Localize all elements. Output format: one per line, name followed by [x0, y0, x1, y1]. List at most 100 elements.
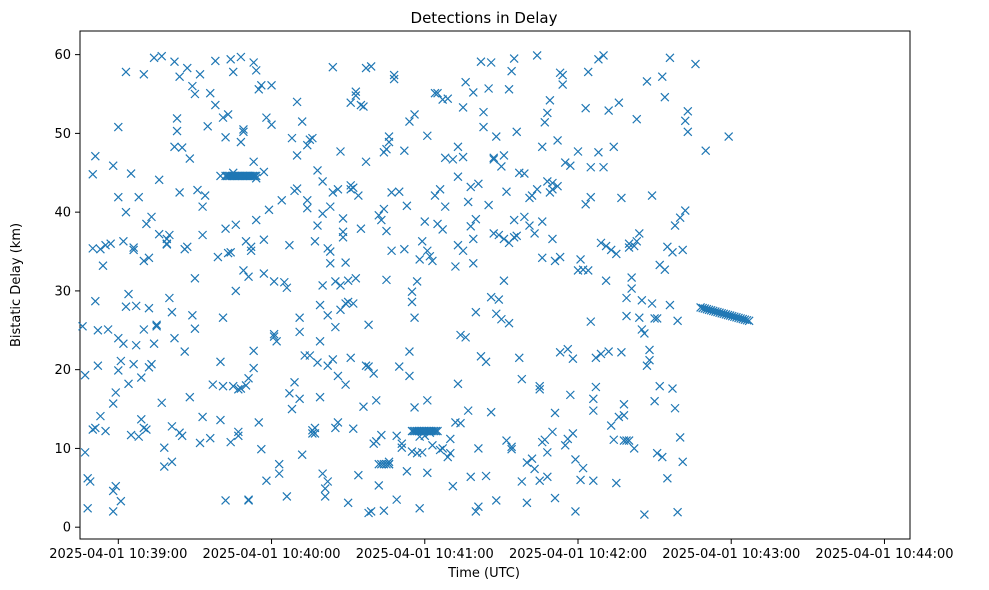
data-point — [351, 87, 361, 97]
data-point — [619, 410, 629, 420]
data-point — [239, 266, 248, 275]
data-point — [463, 197, 473, 207]
data-point — [673, 316, 683, 326]
data-point — [624, 239, 634, 249]
data-point — [461, 332, 471, 342]
data-point — [611, 249, 621, 259]
data-point — [330, 423, 340, 433]
x-tick-label: 2025-04-01 10:39:00 — [49, 547, 187, 562]
data-point — [484, 84, 494, 93]
data-point — [108, 399, 118, 408]
data-point — [545, 95, 555, 105]
data-point — [338, 232, 348, 242]
data-point — [670, 221, 680, 230]
data-point — [305, 351, 315, 360]
data-point — [218, 381, 228, 391]
data-point — [586, 162, 596, 172]
data-point — [323, 310, 333, 320]
data-point — [512, 231, 522, 241]
data-point — [249, 363, 259, 373]
data-point — [164, 293, 174, 303]
data-point — [116, 496, 126, 506]
data-point — [660, 265, 670, 275]
data-point — [295, 313, 305, 323]
data-point — [660, 92, 670, 102]
data-point — [542, 177, 552, 186]
data-point — [129, 359, 139, 369]
data-point — [650, 314, 660, 323]
data-point — [527, 191, 537, 201]
data-markers — [78, 50, 754, 520]
data-point — [159, 462, 169, 471]
data-point — [405, 371, 414, 381]
data-point — [571, 455, 580, 464]
data-point — [402, 201, 412, 211]
data-point — [489, 154, 499, 164]
data-point — [430, 191, 440, 201]
data-point — [83, 503, 93, 513]
data-point — [103, 325, 113, 334]
data-point — [532, 184, 542, 194]
data-point — [126, 169, 136, 178]
data-point — [292, 151, 302, 160]
data-point — [154, 229, 164, 239]
data-point — [90, 151, 100, 161]
data-point — [629, 444, 639, 453]
data-point — [468, 234, 478, 244]
data-point — [149, 53, 159, 63]
data-point — [239, 125, 248, 134]
data-point — [550, 256, 560, 266]
data-point — [348, 299, 358, 308]
data-point — [284, 240, 294, 250]
data-point — [121, 67, 131, 77]
data-point — [443, 452, 453, 462]
data-point — [502, 187, 511, 197]
data-point — [596, 349, 606, 359]
data-point — [509, 232, 519, 242]
data-point — [124, 379, 133, 389]
data-point — [428, 440, 437, 450]
data-point — [422, 131, 432, 141]
data-point — [591, 353, 601, 363]
plot-frame — [79, 30, 911, 540]
data-point — [542, 108, 552, 118]
data-point — [157, 51, 167, 61]
data-point — [425, 251, 435, 261]
data-point — [336, 147, 345, 156]
data-point — [177, 431, 187, 441]
data-point — [650, 396, 660, 406]
data-point — [139, 423, 149, 433]
data-point — [157, 398, 167, 408]
data-point — [129, 243, 139, 253]
data-point — [639, 510, 649, 520]
data-point — [205, 88, 215, 98]
data-point — [645, 355, 654, 365]
data-point — [701, 146, 711, 156]
data-point — [431, 426, 441, 436]
data-point — [430, 88, 440, 98]
data-point — [517, 477, 527, 486]
data-point — [542, 447, 552, 457]
data-point — [499, 234, 509, 244]
data-point — [489, 228, 499, 238]
data-point — [170, 57, 179, 67]
data-point — [519, 212, 529, 222]
data-point — [359, 102, 368, 112]
data-point — [272, 336, 282, 346]
data-point — [402, 466, 412, 476]
data-point — [129, 245, 139, 255]
data-point — [134, 432, 144, 442]
data-point — [149, 339, 159, 349]
data-point — [221, 224, 230, 234]
data-point — [647, 191, 657, 201]
data-point — [565, 390, 575, 400]
data-point — [583, 266, 593, 275]
data-point — [491, 495, 501, 505]
data-point — [387, 188, 396, 197]
data-point — [606, 245, 616, 255]
data-point — [348, 183, 358, 193]
data-point — [609, 142, 619, 152]
data-point — [599, 162, 608, 172]
data-point — [141, 425, 151, 434]
data-point — [665, 53, 675, 63]
